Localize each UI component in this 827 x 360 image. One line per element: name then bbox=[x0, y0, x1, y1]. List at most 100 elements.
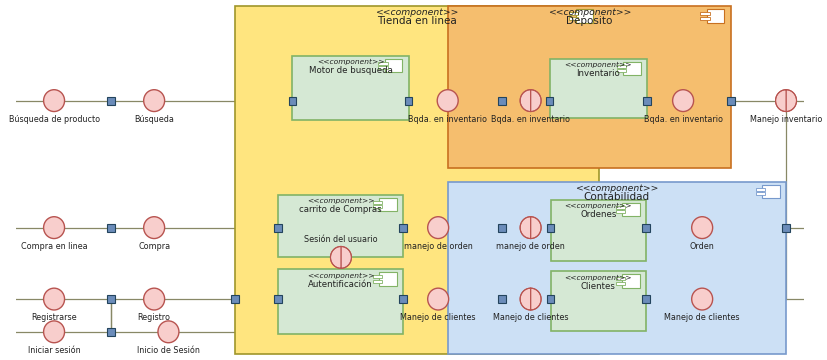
FancyBboxPatch shape bbox=[756, 188, 765, 191]
FancyBboxPatch shape bbox=[378, 67, 388, 69]
FancyBboxPatch shape bbox=[642, 295, 650, 303]
FancyBboxPatch shape bbox=[498, 96, 506, 105]
Ellipse shape bbox=[428, 217, 449, 239]
Text: Búsqueda de producto: Búsqueda de producto bbox=[8, 114, 99, 123]
Polygon shape bbox=[520, 90, 531, 112]
FancyBboxPatch shape bbox=[622, 274, 639, 288]
FancyBboxPatch shape bbox=[385, 59, 402, 72]
FancyBboxPatch shape bbox=[551, 200, 646, 261]
FancyBboxPatch shape bbox=[546, 96, 553, 105]
Text: Motor de busqueda: Motor de busqueda bbox=[308, 67, 393, 76]
FancyBboxPatch shape bbox=[404, 96, 413, 105]
FancyBboxPatch shape bbox=[275, 224, 282, 231]
Polygon shape bbox=[331, 247, 341, 268]
Ellipse shape bbox=[691, 288, 713, 310]
Ellipse shape bbox=[44, 90, 65, 112]
FancyBboxPatch shape bbox=[642, 224, 650, 231]
Text: Registro: Registro bbox=[137, 313, 170, 322]
Text: <<component>>: <<component>> bbox=[307, 273, 375, 279]
Ellipse shape bbox=[672, 90, 694, 112]
Polygon shape bbox=[520, 217, 531, 239]
FancyBboxPatch shape bbox=[551, 271, 646, 331]
Text: <<component>>: <<component>> bbox=[576, 184, 658, 193]
FancyBboxPatch shape bbox=[576, 9, 593, 23]
Text: carrito de Compras: carrito de Compras bbox=[299, 206, 382, 215]
Text: Registrarse: Registrarse bbox=[31, 313, 77, 322]
FancyBboxPatch shape bbox=[373, 280, 382, 283]
FancyBboxPatch shape bbox=[617, 69, 626, 72]
FancyBboxPatch shape bbox=[550, 59, 647, 118]
Text: Tienda en linea: Tienda en linea bbox=[377, 16, 457, 26]
Text: Manejo de clientes: Manejo de clientes bbox=[400, 313, 476, 322]
FancyBboxPatch shape bbox=[762, 185, 780, 198]
FancyBboxPatch shape bbox=[373, 275, 382, 278]
Text: Bqda. en inventario: Bqda. en inventario bbox=[409, 114, 487, 123]
FancyBboxPatch shape bbox=[293, 56, 409, 121]
FancyBboxPatch shape bbox=[447, 182, 786, 354]
Polygon shape bbox=[520, 288, 531, 310]
Ellipse shape bbox=[44, 217, 65, 239]
FancyBboxPatch shape bbox=[399, 224, 407, 231]
FancyBboxPatch shape bbox=[756, 193, 765, 195]
Text: manejo de orden: manejo de orden bbox=[404, 242, 472, 251]
Polygon shape bbox=[776, 90, 786, 112]
FancyBboxPatch shape bbox=[727, 96, 734, 105]
Ellipse shape bbox=[691, 217, 713, 239]
Ellipse shape bbox=[437, 90, 458, 112]
Ellipse shape bbox=[144, 217, 165, 239]
FancyBboxPatch shape bbox=[547, 295, 554, 303]
FancyBboxPatch shape bbox=[622, 203, 639, 216]
Text: Búsqueda: Búsqueda bbox=[134, 114, 174, 123]
Polygon shape bbox=[786, 90, 796, 112]
FancyBboxPatch shape bbox=[615, 282, 625, 285]
Text: Manejo inventario: Manejo inventario bbox=[750, 114, 822, 123]
Ellipse shape bbox=[428, 288, 449, 310]
FancyBboxPatch shape bbox=[569, 17, 578, 20]
Text: <<component>>: <<component>> bbox=[317, 59, 385, 66]
Ellipse shape bbox=[44, 288, 65, 310]
Text: Compra: Compra bbox=[138, 242, 170, 251]
Text: Autentificación: Autentificación bbox=[308, 280, 373, 289]
Ellipse shape bbox=[144, 90, 165, 112]
Text: Manejo de clientes: Manejo de clientes bbox=[664, 313, 740, 322]
FancyBboxPatch shape bbox=[615, 210, 625, 213]
FancyBboxPatch shape bbox=[643, 96, 651, 105]
Text: Clientes: Clientes bbox=[581, 282, 616, 291]
FancyBboxPatch shape bbox=[700, 17, 710, 20]
Text: Manejo de clientes: Manejo de clientes bbox=[493, 313, 568, 322]
FancyBboxPatch shape bbox=[782, 224, 790, 231]
Ellipse shape bbox=[144, 288, 165, 310]
Text: <<component>>: <<component>> bbox=[547, 8, 631, 17]
FancyBboxPatch shape bbox=[108, 328, 115, 336]
Text: Inicio de Sesión: Inicio de Sesión bbox=[137, 346, 200, 355]
FancyBboxPatch shape bbox=[108, 224, 115, 231]
Text: Inventario: Inventario bbox=[576, 69, 620, 78]
Text: Sesión del usuario: Sesión del usuario bbox=[304, 234, 378, 243]
Polygon shape bbox=[531, 217, 541, 239]
Text: Iniciar sesión: Iniciar sesión bbox=[28, 346, 80, 355]
Ellipse shape bbox=[158, 321, 179, 343]
FancyBboxPatch shape bbox=[498, 295, 506, 303]
Text: Compra en linea: Compra en linea bbox=[21, 242, 88, 251]
Text: <<component>>: <<component>> bbox=[565, 275, 632, 281]
Text: <<component>>: <<component>> bbox=[375, 8, 459, 17]
FancyBboxPatch shape bbox=[547, 224, 554, 231]
FancyBboxPatch shape bbox=[373, 205, 382, 208]
Text: <<component>>: <<component>> bbox=[307, 198, 375, 204]
Text: Bqda. en inventario: Bqda. en inventario bbox=[643, 114, 723, 123]
Ellipse shape bbox=[44, 321, 65, 343]
FancyBboxPatch shape bbox=[275, 295, 282, 303]
FancyBboxPatch shape bbox=[700, 12, 710, 15]
FancyBboxPatch shape bbox=[624, 62, 641, 75]
FancyBboxPatch shape bbox=[447, 6, 731, 168]
Text: Ordenes: Ordenes bbox=[580, 210, 616, 219]
Text: <<component>>: <<component>> bbox=[565, 203, 632, 209]
FancyBboxPatch shape bbox=[380, 198, 397, 211]
FancyBboxPatch shape bbox=[380, 272, 397, 286]
FancyBboxPatch shape bbox=[289, 96, 296, 105]
FancyBboxPatch shape bbox=[617, 65, 626, 68]
FancyBboxPatch shape bbox=[108, 96, 115, 105]
FancyBboxPatch shape bbox=[378, 62, 388, 65]
Polygon shape bbox=[531, 288, 541, 310]
FancyBboxPatch shape bbox=[399, 295, 407, 303]
